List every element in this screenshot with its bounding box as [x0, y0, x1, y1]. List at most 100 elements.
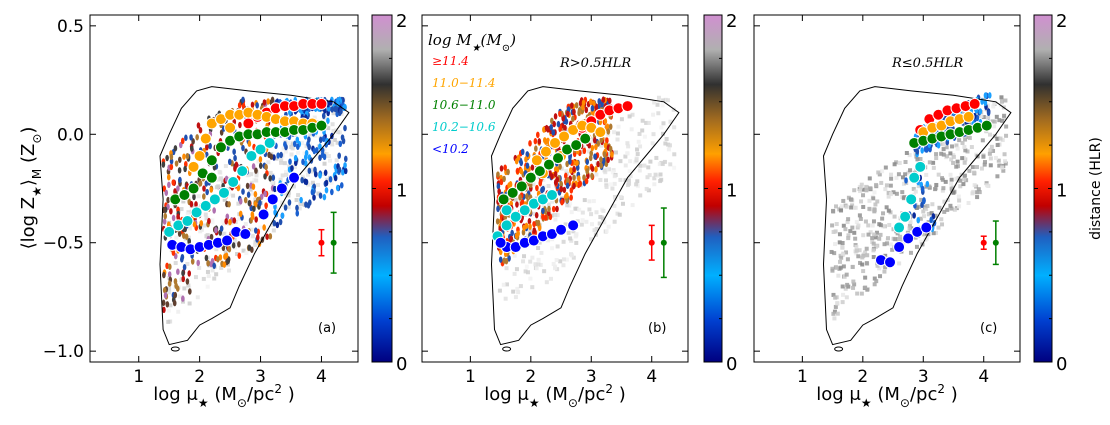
distance-dot: [181, 275, 186, 283]
mass-bin-point: [914, 160, 927, 173]
distance-dot: [263, 190, 267, 198]
mass-bin-point: [500, 204, 513, 217]
density-cell: [539, 250, 544, 255]
density-cell: [220, 219, 225, 224]
distance-dot: [233, 154, 237, 162]
density-cell: [217, 169, 222, 174]
density-cell: [1003, 161, 1008, 166]
density-cell: [852, 188, 857, 193]
density-cell: [915, 157, 920, 162]
density-cell: [254, 178, 259, 183]
distance-dot: [296, 143, 300, 150]
distance-dot: [565, 196, 569, 204]
density-cell: [550, 199, 555, 204]
density-cell: [956, 194, 961, 199]
density-cell: [168, 303, 173, 308]
distance-dot: [987, 92, 992, 99]
density-cell: [886, 194, 891, 199]
density-cell: [970, 191, 975, 196]
density-cell: [249, 172, 254, 177]
x-axis-label: log μ★ (M⊙/pc2 ): [153, 382, 295, 410]
density-cell: [981, 154, 986, 159]
density-cell: [893, 237, 898, 242]
mass-bin-point: [218, 186, 230, 199]
density-cell: [537, 240, 542, 245]
density-cell: [883, 187, 888, 192]
density-cell: [858, 189, 863, 194]
density-cell: [841, 292, 846, 297]
distance-dot: [339, 108, 343, 115]
mass-bin-point: [257, 208, 270, 221]
density-cell: [891, 190, 896, 195]
density-cell: [599, 143, 604, 148]
density-cell: [205, 233, 210, 238]
mass-bin-point: [893, 221, 906, 234]
density-cell: [922, 214, 927, 219]
distance-dot: [343, 124, 347, 132]
error-bar: [992, 220, 999, 266]
density-cell: [878, 232, 883, 237]
distance-dot: [569, 167, 573, 174]
density-cell: [587, 207, 592, 212]
density-cell: [290, 146, 295, 151]
distance-dot: [270, 96, 275, 104]
density-cell: [852, 230, 857, 235]
panel-label: (a): [318, 321, 336, 336]
density-cell: [522, 254, 527, 259]
density-cell: [972, 183, 977, 188]
density-cell: [635, 152, 640, 157]
distance-dot: [279, 151, 283, 159]
density-cell: [892, 214, 897, 219]
density-cell: [880, 169, 885, 174]
mass-bin-point: [545, 189, 558, 202]
distance-dot: [299, 196, 303, 204]
density-cell: [286, 193, 291, 198]
mass-bin-point: [239, 228, 252, 241]
distance-dot: [324, 187, 329, 194]
density-cell: [879, 180, 884, 185]
mass-bin-point: [962, 110, 975, 123]
mass-bin-point: [163, 225, 176, 238]
legend-title: log M★(M⊙): [428, 31, 516, 54]
density-cell: [832, 316, 837, 321]
mass-bin-point: [266, 193, 279, 206]
distance-dot: [166, 196, 170, 204]
density-cell: [668, 162, 673, 167]
distance-dot: [180, 253, 185, 261]
x-tick-label: 4: [646, 367, 657, 387]
distance-dot: [237, 241, 241, 248]
distance-dot: [167, 271, 172, 278]
mass-bin-point: [221, 234, 234, 247]
density-cell: [187, 301, 192, 306]
density-cell: [237, 217, 242, 222]
density-cell: [963, 137, 968, 142]
density-cell: [530, 255, 535, 260]
density-cell: [995, 143, 1000, 148]
distance-dot: [601, 96, 606, 103]
density-cell: [513, 197, 518, 202]
density-cell: [525, 270, 530, 275]
mass-bin-point: [245, 149, 258, 162]
mass-bin-point: [181, 215, 194, 228]
mass-bin-point: [518, 204, 531, 217]
density-cell: [322, 147, 327, 152]
density-cell: [283, 170, 288, 175]
density-cell: [996, 158, 1001, 163]
density-cell: [1002, 113, 1007, 118]
density-cell: [550, 246, 555, 251]
density-cell: [918, 157, 923, 162]
distance-dot: [238, 198, 243, 205]
distance-dot: [318, 136, 323, 144]
distance-dot: [210, 257, 215, 265]
density-cell: [244, 251, 249, 256]
distance-dot: [265, 233, 270, 240]
contour-island: [502, 346, 512, 352]
density-cell: [181, 199, 186, 204]
density-cell: [204, 216, 209, 221]
density-cell: [941, 147, 946, 152]
series-10.2−10.6: [491, 189, 558, 243]
density-cell: [316, 191, 321, 196]
distance-dot: [528, 140, 532, 147]
density-cell: [610, 186, 615, 191]
